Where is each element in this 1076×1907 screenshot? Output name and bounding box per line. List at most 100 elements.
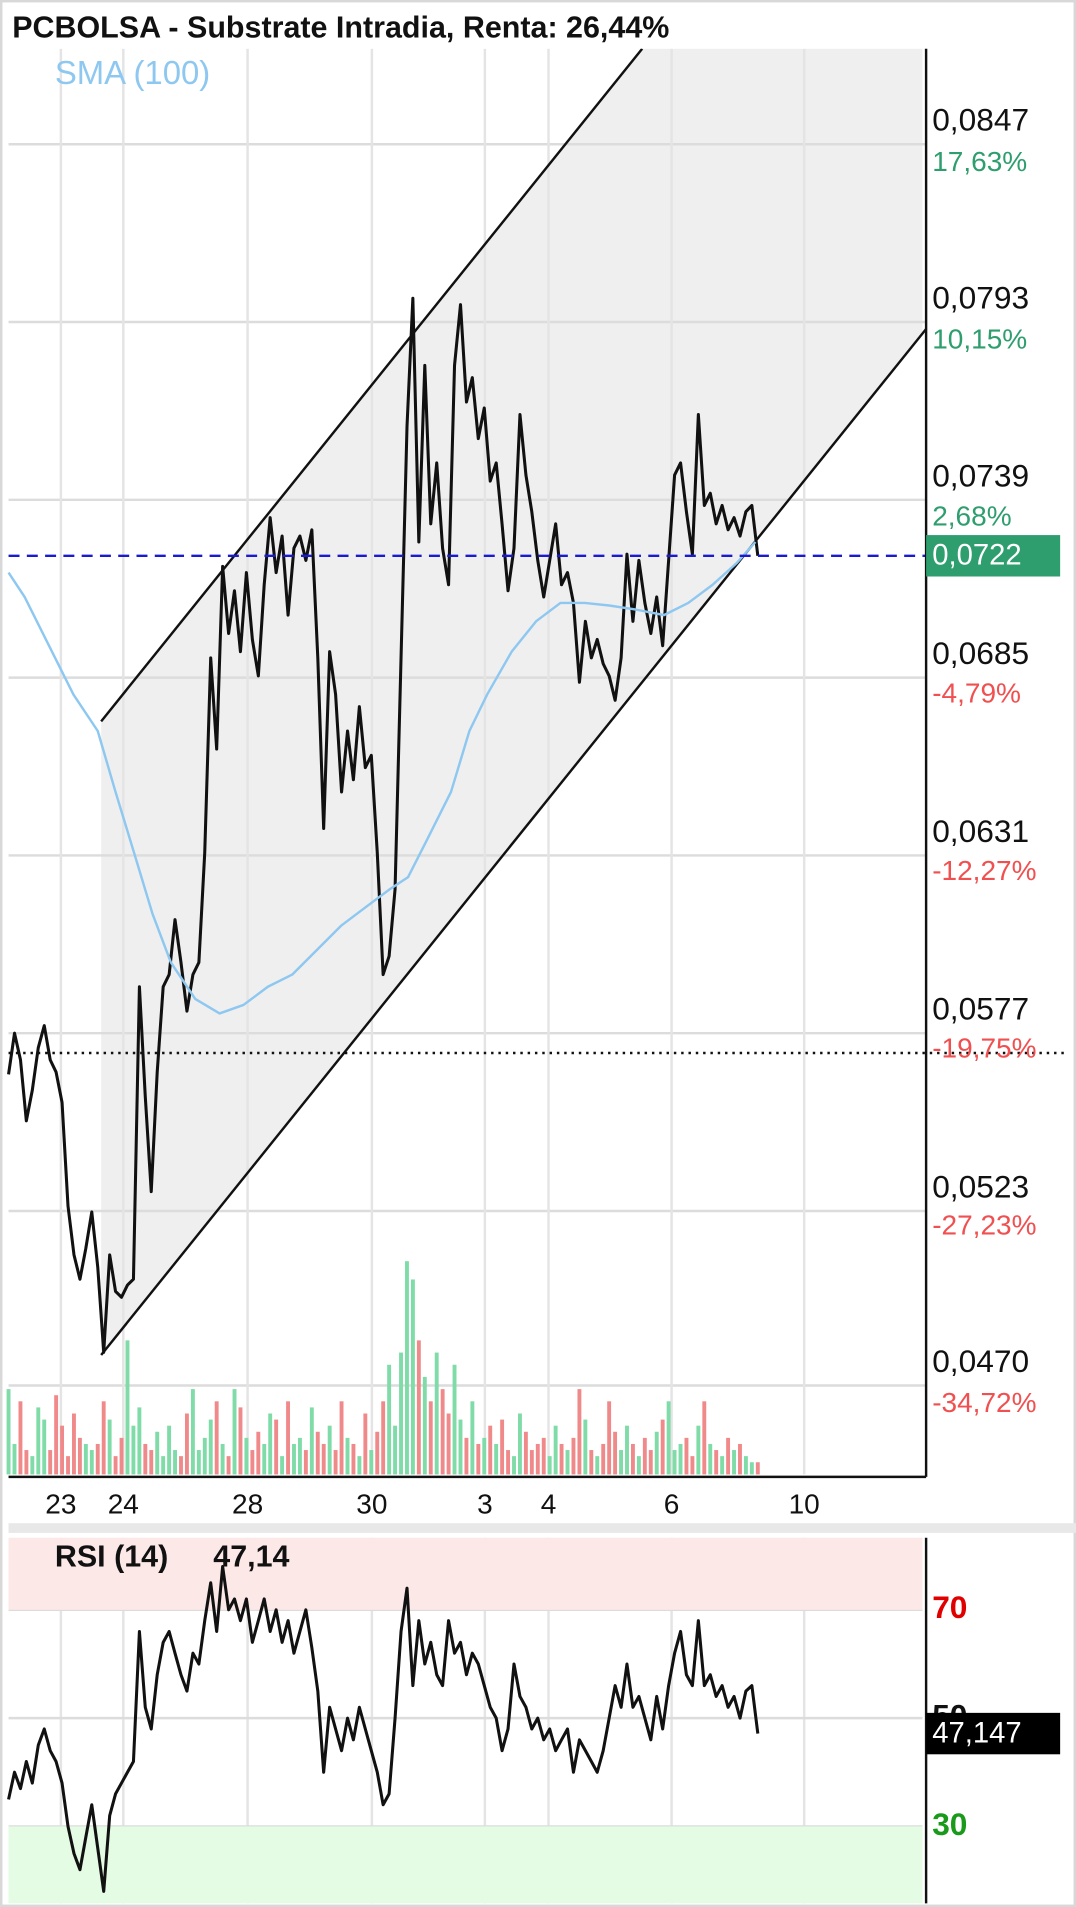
volume-bar (113, 1456, 118, 1475)
volume-bar (625, 1425, 629, 1475)
y2-tick-label: -4,79% (932, 678, 1021, 709)
volume-bar (327, 1425, 332, 1475)
volume-bar (309, 1407, 314, 1475)
volume-bar (529, 1450, 534, 1475)
volume-bar (232, 1389, 237, 1475)
volume-bar (458, 1419, 463, 1475)
volume-bar (500, 1419, 505, 1475)
x-tick-label: 30 (356, 1489, 387, 1520)
volume-bar (6, 1389, 11, 1475)
y-tick-label: 70 (932, 1589, 967, 1625)
y-tick-label: 0,0470 (932, 1343, 1029, 1379)
panel-separator (8, 1523, 1076, 1533)
volume-bar (149, 1450, 154, 1475)
volume-bar (244, 1437, 249, 1475)
volume-bar (630, 1443, 635, 1475)
volume-bar (654, 1431, 659, 1475)
volume-bar (24, 1450, 29, 1475)
volume-bar (36, 1407, 41, 1475)
volume-bar (375, 1431, 380, 1475)
y2-tick-label: -27,23% (932, 1210, 1036, 1241)
volume-bar (738, 1443, 742, 1475)
volume-bar (648, 1450, 653, 1475)
y2-tick-label: -19,75% (932, 1032, 1036, 1063)
volume-bar (173, 1450, 178, 1475)
volume-bar (161, 1456, 166, 1475)
chart-title: PCBOLSA - Substrate Intradia, Renta: 26,… (12, 10, 669, 44)
volume-bar (476, 1443, 481, 1475)
volume-bar (250, 1450, 255, 1475)
volume-bar (416, 1340, 421, 1475)
volume-bar (119, 1437, 124, 1475)
lines (7, 296, 1068, 1893)
volume-bar (238, 1407, 243, 1475)
volume-bar (72, 1413, 76, 1475)
volume (6, 1261, 760, 1475)
volume-bar (410, 1279, 415, 1475)
volume-bar (601, 1443, 606, 1475)
x-tick-label: 10 (789, 1489, 820, 1520)
title-bg (8, 7, 923, 49)
volume-bar (422, 1376, 427, 1475)
volume-bar (60, 1425, 65, 1475)
volume-bar (95, 1443, 100, 1475)
volume-bar (363, 1413, 368, 1475)
volume-bar (589, 1450, 594, 1475)
volume-bar (167, 1425, 172, 1475)
volume-bar (749, 1462, 754, 1475)
rsi-zones (8, 1537, 923, 1904)
labels: 0,0847 0,0793 0,0739 0,0685 0,0631 0,0577 0,05… (45, 54, 1061, 1842)
volume-bar (494, 1443, 499, 1475)
volume-bar (357, 1456, 362, 1475)
volume-bar (518, 1413, 522, 1475)
last-price-label: 0,0722 (932, 540, 1021, 572)
sma-line (7, 541, 757, 1015)
volume-bar (220, 1443, 225, 1475)
x-tick-label: 4 (541, 1489, 557, 1520)
volume-bar (428, 1401, 433, 1475)
volume-bar (446, 1413, 451, 1475)
y-tick-label: 0,0577 (932, 991, 1029, 1027)
volume-bar (42, 1419, 47, 1475)
volume-bar (690, 1456, 695, 1475)
volume-bar (660, 1419, 665, 1475)
volume-bar (262, 1443, 267, 1475)
volume-bar (256, 1431, 261, 1475)
volume-bar (464, 1437, 469, 1475)
volume-bar (726, 1437, 731, 1475)
volume-bar (452, 1364, 457, 1475)
volume-bar (131, 1425, 136, 1475)
channel-upper (100, 47, 644, 723)
x-tick-label: 24 (108, 1489, 139, 1520)
volume-bar (523, 1431, 528, 1475)
volume-bar (66, 1456, 70, 1475)
volume-bar (678, 1443, 683, 1475)
rsi-zone (8, 1826, 923, 1904)
y2-tick-label: 10,15% (932, 324, 1027, 355)
volume-bar (345, 1437, 350, 1475)
volume-bar (208, 1419, 213, 1475)
volume-bar (595, 1456, 600, 1475)
legend-entry: SMA (100) (55, 54, 210, 91)
y-tick-label: 0,0793 (932, 279, 1029, 315)
volume-bar (512, 1456, 516, 1475)
volume-bar (333, 1450, 338, 1475)
volume-bar (755, 1462, 760, 1475)
y-tick-label: 0,0847 (932, 102, 1029, 138)
volume-bar (488, 1425, 493, 1475)
volume-bar (369, 1450, 374, 1475)
x-tick-label: 23 (45, 1489, 76, 1520)
volume-bar (702, 1401, 707, 1475)
y-tick-label: 0,0685 (932, 635, 1029, 671)
volume-bar (732, 1450, 736, 1475)
volume-bar (399, 1352, 403, 1475)
price-line (7, 296, 760, 1354)
volume-bar (482, 1437, 487, 1475)
rsi-title: RSI (14) (55, 1540, 168, 1574)
volume-bar (565, 1450, 570, 1475)
volume-bar (553, 1425, 558, 1475)
rsi-last-box (926, 1712, 1061, 1755)
volume-bar (583, 1419, 588, 1475)
